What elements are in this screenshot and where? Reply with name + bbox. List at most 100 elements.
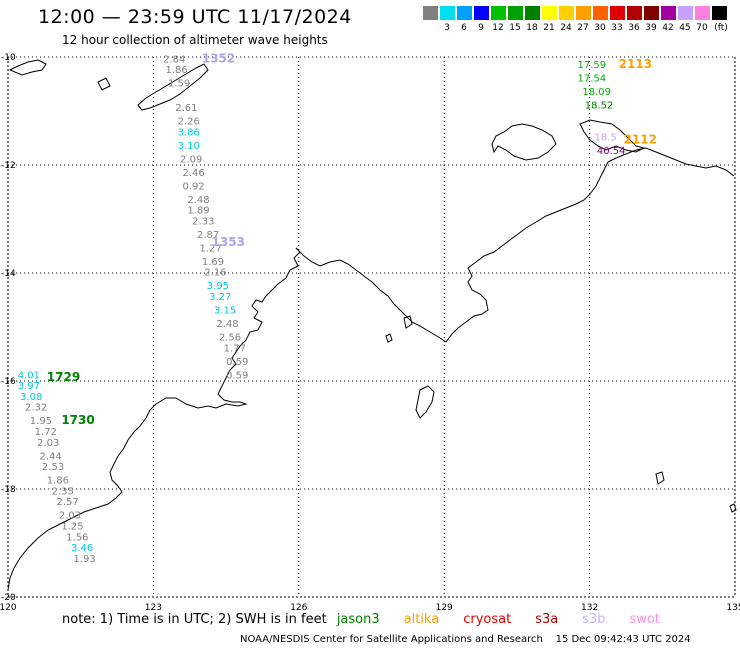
legend-swatch [610,6,626,20]
wave-height-value: 2.46 [182,168,204,179]
island-outline [729,503,737,513]
legend-label: 70 [696,23,708,33]
wave-height-value: 40.54 [597,146,626,157]
legend-label: 6 [461,23,467,33]
wave-height-value: 2.35 [52,486,74,497]
wave-height-value: 2.33 [192,216,214,227]
lon-tick-label: 123 [145,603,162,613]
kimberley-coast [7,247,301,591]
legend-swatch [712,6,728,20]
map-frame [7,56,736,598]
legend-swatch [525,6,541,20]
wave-height-value: 18.5 [594,133,616,144]
lon-tick-label: 129 [436,603,453,613]
island-outline [415,385,435,419]
island-outline [655,471,665,485]
wave-height-value: 18.09 [582,87,611,98]
legend-swatch [423,6,439,20]
island-outline [403,315,413,329]
wave-height-value: 18.52 [585,100,614,111]
wave-height-value: 2.09 [180,154,202,165]
legend-swatch [593,6,609,20]
cobourg-outline [579,119,646,153]
legend-swatch [474,6,490,20]
note-line: note: 1) Time is in UTC; 2) SWH is in fe… [62,612,660,627]
wave-height-value: 1.56 [66,532,88,543]
wave-height-value: 3.10 [178,141,200,152]
island-outline [385,333,393,343]
satellite-name: s3b [582,612,606,627]
wave-height-value: 1.69 [202,257,224,268]
wave-height-value: 1.89 [187,206,209,217]
legend-swatch [627,6,643,20]
lat-tick-label: -12 [1,161,16,171]
satellite-name: swot [629,612,660,627]
pass-time-label: 1352 [202,51,235,65]
wave-height-value: 17.59 [577,60,606,71]
legend-swatch [440,6,456,20]
timor-outline [137,63,209,111]
wave-height-value: 3.27 [209,292,231,303]
legend-swatch [542,6,558,20]
wave-height-value: 2.87 [197,230,219,241]
wave-height-value: 2.03 [37,438,59,449]
wave-height-value: 1.93 [73,554,95,565]
lon-tick-label: 132 [581,603,598,613]
pass-time-label: 1729 [47,370,80,384]
wave-height-value: 2.56 [219,333,241,344]
lat-tick-label: -18 [1,485,16,495]
legend-unit: (ft) [714,23,728,33]
map-title: 12:00 — 23:59 UTC 11/17/2024 [38,6,352,28]
legend-label: 27 [577,23,589,33]
lon-tick-label: 135 [726,603,740,613]
wave-height-value: 1.86 [47,476,69,487]
wave-height-value: 1.86 [166,65,188,76]
wave-height-value: 1.25 [61,522,83,533]
satellite-pass-labels: 1353 1352 2113 2112 1729 1730 [47,51,657,427]
legend-label: 24 [560,23,572,33]
wave-height-value: 2.48 [216,319,238,330]
coastline [7,59,737,591]
wave-height-value: 3.97 [18,381,40,392]
legend-swatch [559,6,575,20]
wave-height-value: 0.92 [182,181,204,192]
wave-height-value: 2.32 [25,403,47,414]
footer-credit: NOAA/NESDIS Center for Satellite Applica… [240,634,543,645]
note-text: note: 1) Time is in UTC; 2) SWH is in fe… [62,612,327,627]
satellite-name: jason3 [336,612,380,627]
satellite-name: cryosat [463,612,512,627]
wave-height-value: 2.61 [175,103,197,114]
wave-height-value: 1.59 [168,79,190,90]
lat-tick-label: -10 [1,53,16,63]
wave-height-observations: 2.841.861.592.612.263.863.102.092.460.92… [18,54,626,565]
legend-label: 36 [628,23,640,33]
wave-height-value: 2.84 [163,54,185,65]
pass-time-label: 1730 [61,413,94,427]
pass-time-label: 1353 [212,235,245,249]
wave-height-value: 1.72 [35,427,57,438]
wave-height-value: 3.08 [20,392,42,403]
legend-label: 12 [492,23,504,33]
wave-height-value: 3.15 [214,306,236,317]
legend-label: 15 [509,23,521,33]
legend-swatch [457,6,473,20]
legend-label: 33 [611,23,623,33]
legend-label: 42 [662,23,674,33]
wave-height-value: 1.77 [224,343,246,354]
legend-swatch [695,6,711,20]
legend-label: 18 [526,23,538,33]
pass-time-label: 2112 [624,132,657,146]
axis-tick-labels: 120 123 126 129 132 135 -10 -12 -14 -16 -18 -20 [0,53,740,613]
footer-timestamp: 15 Dec 09:42:43 UTC 2024 [555,634,691,645]
lon-tick-label: 126 [290,603,307,613]
legend-swatch [508,6,524,20]
map-subtitle: 12 hour collection of altimeter wave hei… [62,33,328,47]
wave-height-value: 2.53 [42,462,64,473]
wave-height-value: 2.44 [40,451,62,462]
wave-height-value: 2.57 [56,497,78,508]
lat-tick-label: -16 [1,377,16,387]
wave-height-value: 3.95 [207,281,229,292]
legend-label: 39 [645,23,657,33]
island-outline [97,77,111,91]
